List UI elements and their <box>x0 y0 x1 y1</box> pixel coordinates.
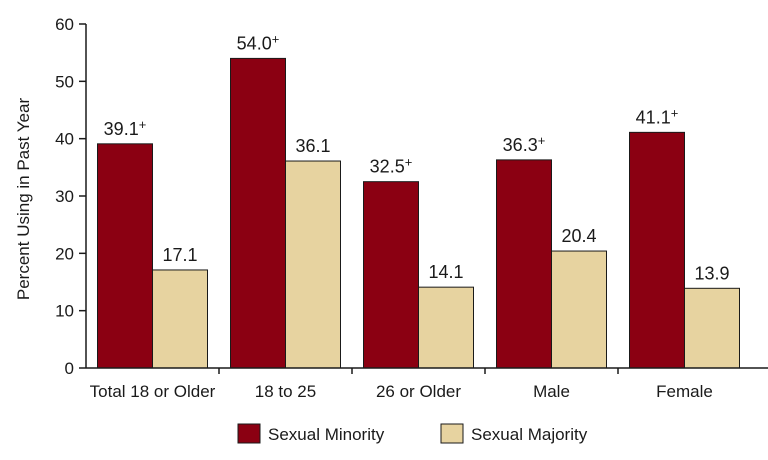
legend-swatch-sexual-minority <box>237 423 261 444</box>
data-label: 20.4 <box>561 226 596 246</box>
bar-sexual-majority <box>152 269 208 369</box>
data-label: 17.1 <box>162 245 197 265</box>
bar-sexual-minority <box>230 57 286 369</box>
x-tick-label: Male <box>533 382 570 401</box>
y-tick-label: 0 <box>65 359 74 378</box>
legend-label-sexual-minority: Sexual Minority <box>268 425 385 444</box>
y-tick-label: 60 <box>55 15 74 34</box>
data-label: 41.1+ <box>636 105 679 127</box>
bar-sexual-majority <box>684 287 740 369</box>
data-label: 32.5+ <box>370 155 413 177</box>
x-tick-label: Total 18 or Older <box>90 382 216 401</box>
bars <box>97 57 740 369</box>
data-label: 14.1 <box>428 262 463 282</box>
y-tick-label: 10 <box>55 302 74 321</box>
data-labels: 39.1+ 17.1 54.0+ 36.1 32.5+ 14.1 36.3+ 20.4 41.1… <box>104 31 730 283</box>
data-label: 36.1 <box>295 136 330 156</box>
y-axis-title: Percent Using in Past Year <box>14 98 33 301</box>
bar-sexual-majority <box>285 160 341 369</box>
bar-sexual-minority <box>97 143 153 369</box>
bar-sexual-majority <box>551 250 607 369</box>
data-label: 13.9 <box>694 263 729 283</box>
bar-sexual-majority <box>418 286 474 369</box>
bar-sexual-minority <box>629 131 685 369</box>
data-label: 54.0+ <box>237 31 280 53</box>
y-tick-label: 40 <box>55 130 74 149</box>
bar-sexual-minority <box>496 159 552 369</box>
x-axis: Total 18 or Older 18 to 25 26 or Older Male… <box>86 367 768 401</box>
x-tick-label: Female <box>656 382 713 401</box>
data-label: 36.3+ <box>503 133 546 155</box>
legend-label-sexual-majority: Sexual Majority <box>471 425 588 444</box>
x-tick-label: 18 to 25 <box>255 382 316 401</box>
y-tick-label: 30 <box>55 187 74 206</box>
y-tick-label: 20 <box>55 244 74 263</box>
legend-swatch-sexual-majority <box>440 423 464 444</box>
data-label: 39.1+ <box>104 117 147 139</box>
y-axis: 0 10 20 30 40 50 60 <box>55 15 87 378</box>
y-tick-label: 50 <box>55 72 74 91</box>
x-tick-label: 26 or Older <box>376 382 461 401</box>
legend: Sexual Minority Sexual Majority <box>237 423 588 444</box>
bar-sexual-minority <box>363 181 419 369</box>
